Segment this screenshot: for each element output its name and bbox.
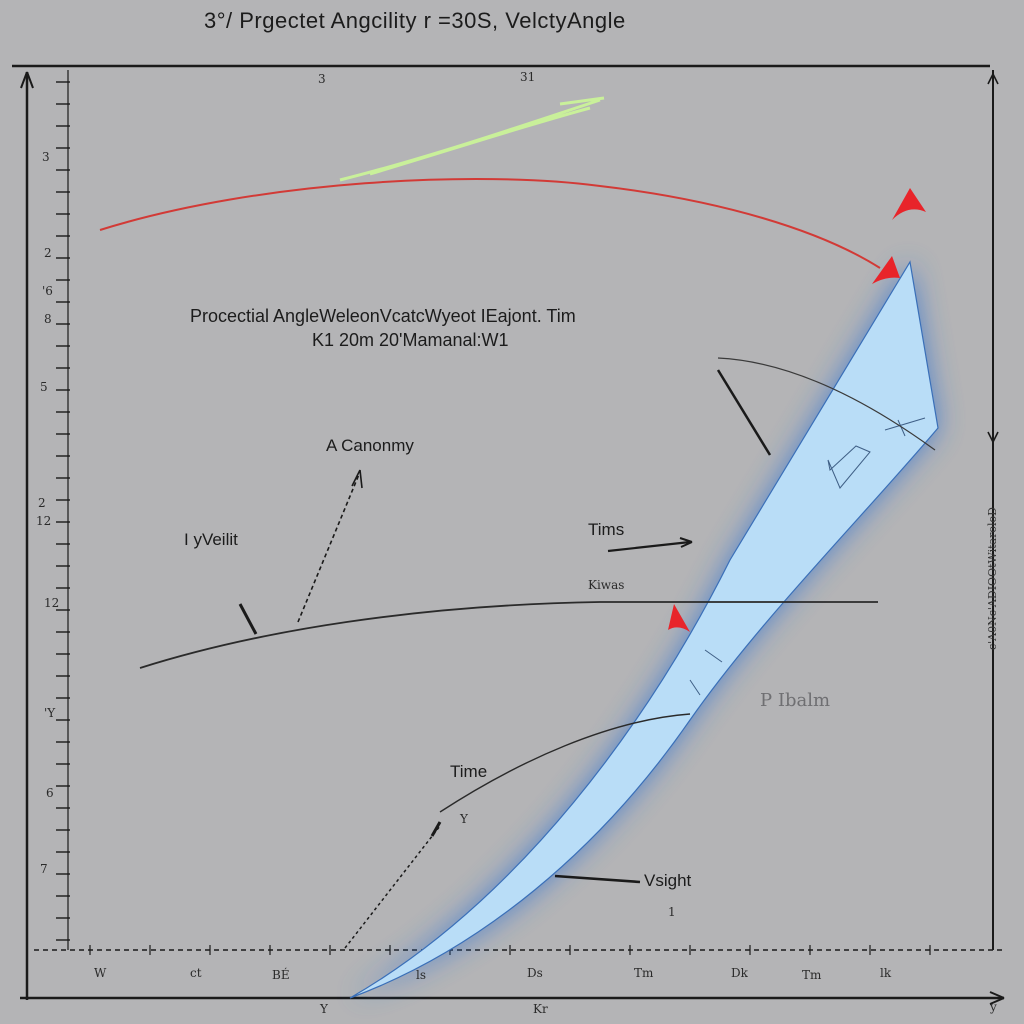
y-tick-label: 2: [44, 246, 52, 260]
wedge-scribbles: [689, 417, 926, 696]
origin-label: Y: [320, 1002, 328, 1016]
tims-pointer: [607, 540, 691, 553]
y-tick-label: 7: [40, 862, 48, 876]
y-tick-label: 8: [44, 312, 52, 326]
x-tick-label: W: [94, 966, 107, 980]
time-pointer-mark: [430, 821, 442, 837]
top-tick-2: 31: [520, 70, 536, 84]
tims-label: Tims: [588, 520, 625, 539]
x-axis-mid-label: Kr: [533, 1002, 548, 1016]
caption-line-2: K1 20m 20'Mamanal:W1: [312, 330, 509, 350]
height-left-label: I yVeilit: [184, 530, 238, 549]
upper-thin-arc: [717, 357, 936, 451]
right-axis-arrowhead: [987, 73, 999, 85]
red-arrowhead-top: [892, 188, 926, 220]
height-bottom-pointer: [554, 874, 641, 884]
x-axis-end-label: y: [990, 1000, 997, 1014]
caption-line-1: Procectial AngleWeleonVcatcWyeot IEajont…: [190, 306, 576, 326]
y-axis-tick-marks: [56, 81, 70, 941]
tims-sub-label: Kiwas: [588, 578, 625, 592]
pointer-strokes: [238, 369, 772, 949]
x-tick-label: Tm: [634, 966, 654, 980]
y-tick-label: 3: [42, 150, 50, 164]
x-tick-label: Tm: [802, 968, 822, 982]
x-tick-label: ct: [190, 966, 202, 980]
y-tick-label: Y: [460, 812, 468, 826]
time-label: Time: [450, 762, 488, 781]
upper-trajectory-curve: [99, 178, 881, 269]
canonomy-pointer: [297, 471, 361, 623]
diagram-title: 3°/ Prgectet Angcility r =30S, VelctyAng…: [204, 8, 626, 33]
y-tick-label: 12: [36, 514, 52, 528]
y-tick-label: 2: [38, 496, 46, 510]
canonomy-pointer-head: [351, 469, 363, 489]
height-bottom-label: Vsight: [644, 871, 692, 890]
x-tick-label: BÉ: [272, 968, 290, 982]
y-tick-label: 12: [44, 596, 60, 610]
time-pointer: [344, 825, 441, 949]
y-tick-label: '6: [42, 284, 53, 298]
canonomy-label: A Canonmy: [326, 436, 414, 455]
x-tick-label: ls: [416, 968, 426, 982]
middle-trajectory-curve: [139, 601, 878, 669]
y-axis-arrowhead: [20, 71, 34, 89]
x-axis-arrowhead: [989, 991, 1005, 1005]
y-tick-label: 5: [40, 380, 48, 394]
height-pointer: [238, 603, 258, 635]
time-curve: [439, 713, 691, 813]
y-tick-label: 1: [668, 905, 676, 919]
red-arrowhead-trajectory-end: [872, 256, 900, 284]
x-tick-label: lk: [880, 966, 892, 980]
red-arrowhead-middle: [668, 604, 690, 632]
y-tick-label: 6: [46, 786, 54, 800]
right-axis-marker: [987, 431, 999, 443]
faint-right-label: P Ibalm: [760, 690, 831, 711]
x-tick-label: Ds: [527, 966, 543, 980]
top-tick-1: 3: [318, 72, 326, 86]
velocity-wedge: [349, 260, 939, 999]
green-stroke: [339, 96, 605, 182]
x-tick-label: Dk: [731, 966, 748, 980]
upper-pointer: [716, 369, 772, 456]
right-axis-text: c'A0Nc'ADIOOtWitaroloD: [986, 507, 999, 650]
frame-axes: [12, 64, 1005, 1005]
tims-pointer-head: [679, 537, 693, 548]
y-tick-label: 'Y: [44, 706, 56, 720]
